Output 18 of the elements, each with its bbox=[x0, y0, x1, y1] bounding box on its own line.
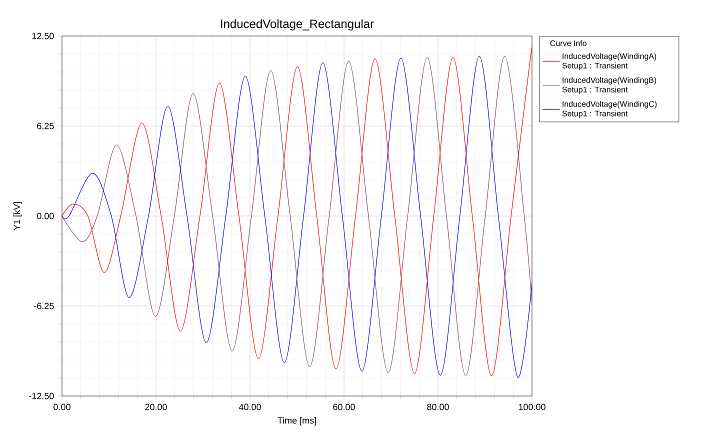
x-tick-label: 100.00 bbox=[518, 404, 546, 410]
legend-label: InducedVoltage(WindingC) Setup1 : Transient bbox=[562, 100, 657, 118]
x-tick-label: 60.00 bbox=[333, 404, 355, 410]
legend-title: Curve Info bbox=[550, 40, 586, 46]
x-tick-label: 40.00 bbox=[238, 404, 261, 410]
legend-label: InducedVoltage(WindingA) Setup1 : Transient bbox=[562, 53, 656, 70]
y-tick-label: 12.50 bbox=[32, 32, 54, 40]
chart-title: InducedVoltage_Rectangular bbox=[221, 19, 374, 30]
x-axis-title: Time [ms] bbox=[278, 417, 316, 426]
x-tick-label: 0.00 bbox=[54, 404, 70, 410]
y-tick-label: 0.00 bbox=[37, 212, 54, 220]
y-tick-label: 6.25 bbox=[37, 122, 54, 130]
y-tick-label: -12.50 bbox=[29, 392, 54, 400]
legend-label: InducedVoltage(WindingB) Setup1 : Transient bbox=[562, 77, 656, 94]
y-tick-label: -6.25 bbox=[34, 302, 54, 310]
x-tick-label: 20.00 bbox=[145, 404, 167, 410]
x-tick-label: 80.00 bbox=[427, 404, 449, 410]
y-axis-title: Y1 [kV] bbox=[13, 202, 22, 230]
